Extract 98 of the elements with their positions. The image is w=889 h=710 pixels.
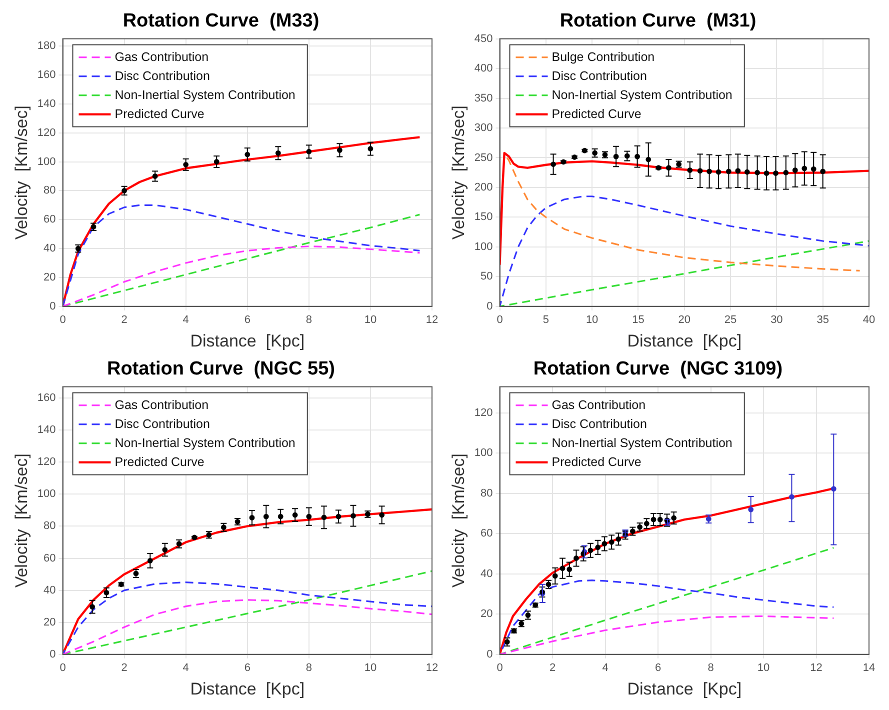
y-tick-label: 0 (50, 648, 56, 660)
x-tick-label: 14 (862, 662, 876, 674)
legend-label: Gas Contribution (114, 50, 209, 64)
y-tick-label: 140 (37, 98, 56, 110)
legend-label: Non-Inertial System Contribution (552, 436, 732, 450)
x-tick-label: 10 (364, 314, 377, 326)
x-tick-label: 4 (182, 314, 189, 326)
y-tick-label: 100 (474, 240, 493, 253)
x-tick-label: 4 (602, 662, 608, 674)
y-tick-label: 120 (474, 406, 493, 419)
x-tick-label: 0 (60, 314, 66, 326)
y-tick-label: 100 (37, 488, 56, 500)
x-tick-label: 20 (678, 314, 690, 326)
y-tick-label: 0 (486, 300, 493, 312)
y-tick-label: 120 (37, 456, 56, 468)
y-tick-label: 100 (474, 447, 493, 460)
y-tick-label: 180 (37, 40, 56, 52)
x-tick-label: 12 (426, 314, 438, 326)
y-tick-label: 200 (474, 182, 493, 194)
legend-label: Non-Inertial System Contribution (114, 436, 296, 450)
legend-label: Predicted Curve (114, 454, 204, 469)
x-tick-label: 4 (182, 662, 189, 674)
y-tick-label: 400 (474, 62, 493, 75)
legend-label: Predicted Curve (114, 106, 204, 121)
x-axis-title: Distance [Kpc] (627, 679, 742, 698)
x-tick-label: 15 (632, 314, 644, 326)
y-tick-label: 150 (474, 211, 493, 224)
y-tick-label: 160 (37, 392, 56, 404)
y-tick-label: 120 (37, 126, 56, 139)
y-tick-label: 20 (44, 616, 56, 628)
x-axis-title: Distance [Kpc] (627, 331, 742, 350)
y-tick-label: 0 (50, 300, 56, 312)
y-tick-label: 100 (37, 156, 56, 168)
legend-label: Disc Contribution (552, 68, 647, 83)
y-tick-label: 0 (486, 648, 493, 660)
y-tick-label: 40 (44, 242, 56, 255)
chart-title: Rotation Curve (M33) (122, 10, 320, 32)
y-axis-title: Velocity [Km/sec] (12, 454, 31, 588)
x-tick-label: 8 (306, 662, 312, 674)
y-tick-label: 40 (44, 584, 56, 596)
x-tick-label: 6 (244, 662, 250, 674)
x-tick-label: 25 (724, 314, 737, 326)
line-series (500, 546, 834, 654)
x-tick-label: 40 (862, 314, 876, 326)
y-tick-label: 450 (474, 32, 493, 45)
x-tick-label: 2 (121, 662, 128, 674)
y-tick-label: 80 (44, 184, 56, 197)
y-tick-label: 60 (44, 214, 56, 226)
legend-label: Predicted Curve (552, 106, 642, 121)
x-tick-label: 12 (426, 662, 438, 674)
x-tick-label: 2 (121, 314, 128, 326)
x-tick-label: 5 (542, 314, 549, 326)
x-tick-label: 10 (364, 662, 377, 674)
y-tick-label: 60 (44, 552, 56, 564)
x-tick-label: 0 (496, 314, 503, 326)
y-tick-label: 160 (37, 68, 56, 81)
y-tick-label: 140 (37, 424, 56, 436)
y-axis-title: Velocity [Km/sec] (448, 454, 468, 588)
y-tick-label: 80 (44, 520, 56, 532)
legend-label: Disc Contribution (114, 68, 210, 83)
legend-label: Disc Contribution (114, 416, 210, 431)
chart-title: Rotation Curve (NGC 55) (106, 358, 336, 380)
legend-label: Gas Contribution (552, 398, 646, 412)
x-axis-title: Distance [Kpc] (190, 331, 305, 350)
line-series (500, 615, 834, 654)
y-tick-label: 300 (474, 122, 493, 134)
line-series (62, 246, 420, 306)
x-tick-label: 2 (549, 662, 556, 674)
x-tick-label: 35 (816, 314, 829, 326)
y-tick-label: 40 (480, 568, 493, 580)
legend-label: Predicted Curve (552, 454, 642, 469)
x-axis-title: Distance [Kpc] (190, 679, 305, 698)
x-tick-label: 12 (810, 662, 822, 674)
y-tick-label: 50 (480, 270, 493, 283)
y-tick-label: 250 (474, 152, 493, 164)
y-tick-label: 80 (480, 487, 493, 500)
legend-label: Non-Inertial System Contribution (114, 88, 296, 102)
x-tick-label: 0 (496, 662, 503, 674)
x-tick-label: 6 (244, 314, 250, 326)
x-tick-label: 0 (60, 662, 66, 674)
x-tick-label: 10 (586, 314, 598, 326)
x-tick-label: 6 (654, 662, 662, 674)
x-tick-label: 30 (770, 314, 783, 326)
x-tick-label: 10 (757, 662, 770, 674)
chart-title: Rotation Curve (NGC 3109) (533, 358, 783, 380)
legend-label: Gas Contribution (114, 398, 209, 412)
chart-title: Rotation Curve (M31) (560, 10, 756, 32)
y-axis-title: Velocity [Km/sec] (12, 106, 31, 240)
x-tick-label: 8 (708, 662, 714, 674)
legend-label: Non-Inertial System Contribution (552, 88, 732, 102)
legend-label: Disc Contribution (552, 416, 647, 431)
y-axis-title: Velocity [Km/sec] (448, 106, 468, 240)
y-tick-label: 350 (474, 92, 493, 104)
y-tick-label: 60 (480, 528, 493, 540)
x-tick-label: 8 (306, 314, 312, 326)
y-tick-label: 20 (44, 272, 56, 284)
y-tick-label: 20 (480, 608, 493, 620)
legend-label: Bulge Contribution (552, 50, 655, 64)
